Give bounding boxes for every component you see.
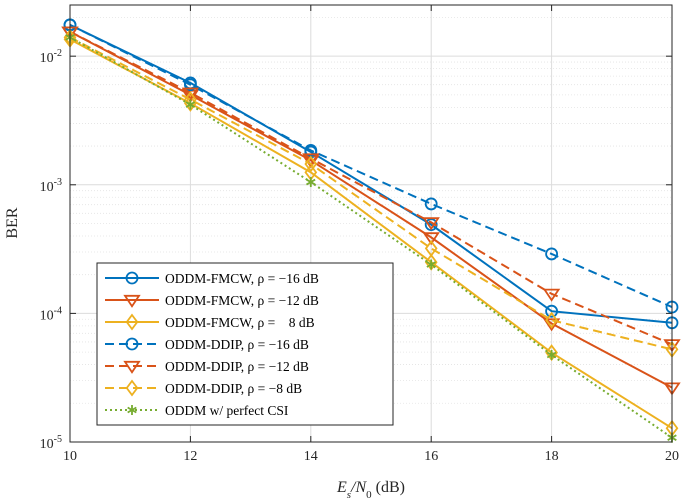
marker-diamond [545,311,558,329]
series-line [69,30,673,389]
marker-asterisk [546,349,557,360]
legend-entry: ODDM-FMCW, ρ = −16 dB [105,271,319,286]
x-tick-label: 16 [424,449,438,464]
series-line [69,24,673,308]
x-tick-label: 18 [545,449,559,464]
legend-label: ODDM-DDIP, ρ = −16 dB [165,337,309,352]
marker-diamond [424,239,438,257]
marker-triangle [123,294,141,308]
legend-label: ODDM-DDIP, ρ = −8 dB [165,381,302,396]
series-7 [65,32,677,443]
y-tick-base: 10 [40,180,54,195]
x-tick-label: 10 [63,449,77,464]
y-tick-labels: 10-510-410-310-2 [40,48,62,452]
y-tick-label: 10-2 [40,48,62,66]
x-axis-label-part-e: E [336,479,347,496]
marker-triangle [542,318,561,332]
marker-diamond [304,155,318,173]
series-layer [61,18,681,443]
legend-label: ODDM-FMCW, ρ = −12 dB [165,293,319,308]
legend-label: ODDM-DDIP, ρ = −12 dB [165,359,309,374]
marker-asterisk [127,405,137,415]
marker-asterisk-stroke [426,261,436,268]
legend-entry: ODDM w/ perfect CSI [105,403,289,418]
y-tick-exponent: -4 [54,305,62,316]
marker-asterisk-stroke [306,178,316,186]
marker-triangle [181,87,200,101]
series-5 [61,26,681,353]
series-line [69,24,673,324]
marker-circle [125,337,139,351]
legend: ODDM-FMCW, ρ = −16 dB ODDM-FMCW, ρ = −12 … [96,262,394,426]
marker-triangle [302,153,320,167]
legend-entry: ODDM-DDIP, ρ = −16 dB [105,337,309,352]
marker-triangle [123,360,141,374]
legend-entry: ODDM-FMCW, ρ = −12 dB [105,293,319,308]
y-axis-label: BER [4,207,21,238]
marker-asterisk-stroke [185,101,196,108]
legend-entry: ODDM-DDIP, ρ = −12 dB [105,359,309,374]
legend-box [96,262,394,426]
y-tick-exponent: -3 [54,177,62,188]
x-axis-label-part-unit: (dB) [372,479,405,496]
x-tick-label: 20 [665,449,679,464]
marker-circle [545,304,558,318]
y-tick-label: 10-4 [40,305,62,323]
y-tick-base: 10 [40,51,54,66]
x-axis-label-part-zero: 0 [366,489,372,500]
marker-asterisk-stroke [127,406,137,414]
y-tick-base: 10 [40,308,54,323]
marker-triangle [422,232,440,246]
marker-circle [125,271,139,285]
marker-triangle [542,288,561,302]
marker-asterisk [426,259,436,270]
x-tick-label: 12 [183,449,197,464]
legend-entry: ODDM-FMCW, ρ = 8 dB [105,313,315,331]
marker-circle [183,78,197,92]
legend-label: ODDM-FMCW, ρ = 8 dB [165,315,315,330]
marker-asterisk [185,99,196,110]
y-tick-base: 10 [40,437,54,452]
legend-entry: ODDM-DDIP, ρ = −8 dB [105,379,302,397]
series-line [69,30,673,346]
series-line [69,38,673,430]
marker-asterisk [306,177,316,188]
plot-frame [69,4,673,443]
series-line [69,36,673,439]
y-tick-label: 10-3 [40,177,62,195]
y-tick-label: 10-5 [40,434,62,452]
legend-label: ODDM w/ perfect CSI [165,403,289,418]
marker-diamond [125,379,139,397]
x-axis-label-part-n: /N [350,479,367,496]
x-tick-labels: 10 12 14 16 18 20 [63,449,679,464]
marker-triangle [422,217,440,231]
legend-label: ODDM-FMCW, ρ = −16 dB [165,271,319,286]
x-axis-label-part-s: s [347,489,351,500]
x-tick-label: 14 [304,449,318,464]
axis-ticks [69,5,673,443]
marker-asterisk-stroke [546,351,557,359]
y-tick-exponent: -2 [54,48,62,59]
marker-circle [545,247,558,261]
series-line [69,36,673,351]
marker-circle [424,197,438,211]
marker-diamond [125,313,139,331]
y-tick-exponent: -5 [54,434,62,445]
x-axis-label: Es/N0 (dB) [336,479,405,500]
